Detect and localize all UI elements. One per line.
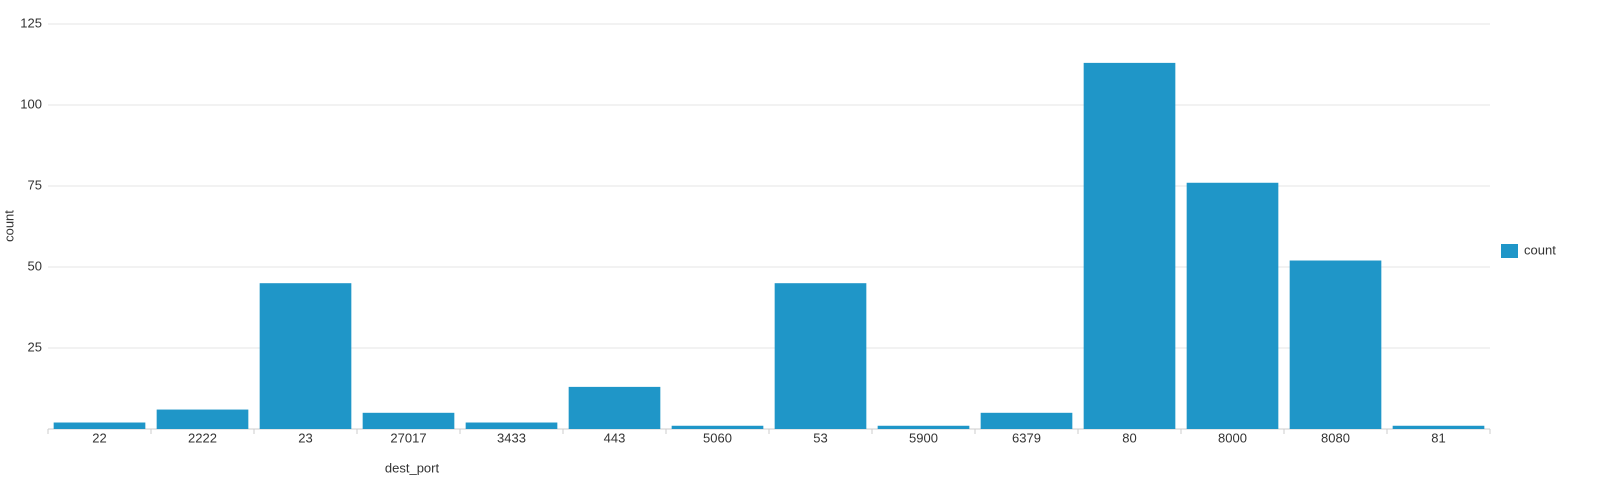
x-tick-label: 443: [604, 430, 626, 445]
bar: [877, 425, 970, 429]
bar: [568, 386, 661, 429]
bar: [1186, 182, 1279, 429]
x-tick-label: 8000: [1218, 430, 1247, 445]
bar: [259, 283, 352, 429]
bar: [1392, 425, 1485, 429]
bar: [465, 422, 558, 429]
y-tick-label: 100: [20, 96, 42, 111]
y-axis-label: count: [1, 210, 16, 242]
y-tick-label: 25: [28, 339, 42, 354]
x-axis-label: dest_port: [385, 460, 440, 475]
bar: [774, 283, 867, 429]
bar: [671, 425, 764, 429]
x-tick-label: 5900: [909, 430, 938, 445]
bar: [156, 409, 249, 429]
bar: [1083, 62, 1176, 429]
legend-label: count: [1524, 242, 1556, 257]
x-tick-label: 27017: [390, 430, 426, 445]
x-tick-label: 3433: [497, 430, 526, 445]
bar: [1289, 260, 1382, 429]
y-tick-label: 125: [20, 15, 42, 30]
x-tick-label: 23: [298, 430, 312, 445]
x-tick-label: 8080: [1321, 430, 1350, 445]
y-tick-label: 50: [28, 258, 42, 273]
x-tick-label: 6379: [1012, 430, 1041, 445]
bar: [980, 412, 1073, 429]
x-tick-label: 80: [1122, 430, 1136, 445]
y-tick-label: 75: [28, 177, 42, 192]
x-tick-label: 2222: [188, 430, 217, 445]
x-tick-label: 81: [1431, 430, 1445, 445]
bar: [362, 412, 455, 429]
legend-swatch: [1501, 244, 1518, 258]
x-tick-label: 22: [92, 430, 106, 445]
x-tick-label: 5060: [703, 430, 732, 445]
bar: [53, 422, 146, 429]
x-tick-label: 53: [813, 430, 827, 445]
